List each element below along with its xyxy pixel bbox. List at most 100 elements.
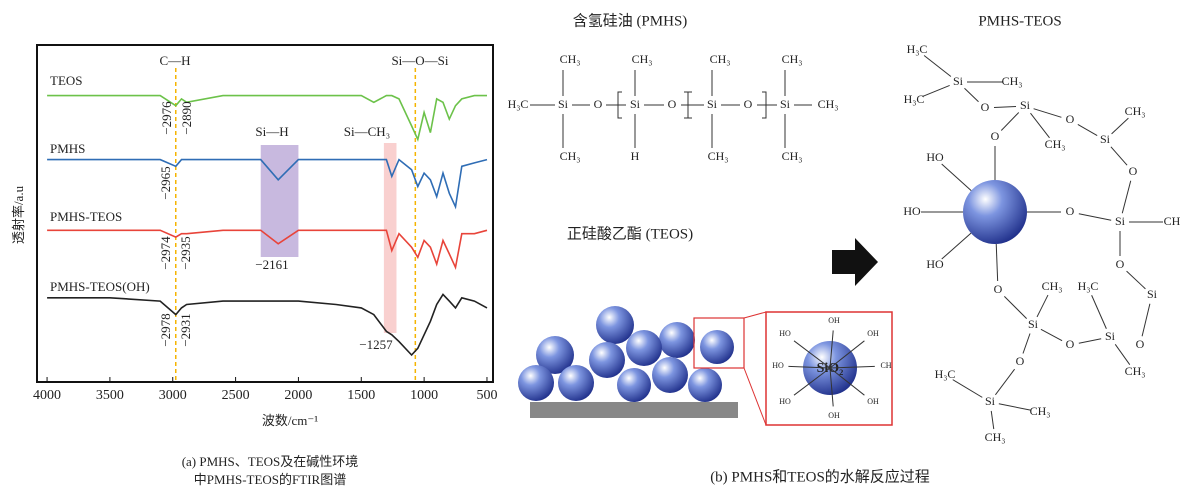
- atom: O: [994, 282, 1003, 296]
- x-tick-label: 2000: [284, 388, 312, 403]
- bond: [995, 369, 1014, 395]
- atom: Si: [1105, 329, 1116, 343]
- annotation: −2978: [158, 313, 173, 346]
- x-axis-title: 波数/cm⁻¹: [262, 413, 318, 428]
- bond: [924, 56, 951, 77]
- atom: Si: [707, 97, 718, 111]
- atom: O: [981, 100, 990, 114]
- atom: H₃C: [904, 92, 925, 106]
- annotation: −2965: [158, 166, 173, 199]
- atom: CH: [1164, 214, 1181, 228]
- atom: O: [1066, 337, 1075, 351]
- bond: [953, 380, 983, 398]
- bond: [1127, 271, 1146, 289]
- bond: [999, 404, 1031, 410]
- bond: [1030, 113, 1049, 138]
- atom: Si: [780, 97, 791, 111]
- bond: [1112, 118, 1129, 134]
- group: OH: [828, 316, 840, 325]
- bond: [1111, 147, 1127, 165]
- atom: Si: [953, 74, 964, 88]
- group: OH: [828, 411, 840, 420]
- caption-b: (b) PMHS和TEOS的水解反应过程: [710, 467, 930, 485]
- bond: [964, 88, 978, 102]
- annotation: −2161: [255, 257, 288, 272]
- annotation: −2935: [178, 236, 193, 269]
- atom: Si: [1100, 132, 1111, 146]
- atom: CH₃: [1030, 404, 1051, 418]
- x-tick-label: 1000: [410, 388, 438, 403]
- series-label: PMHS-TEOS(OH): [50, 279, 150, 294]
- bond: [1023, 333, 1030, 353]
- group: HO: [779, 329, 791, 338]
- annotation: Si—CH₃: [344, 124, 390, 139]
- atom: O: [668, 97, 677, 111]
- bond: [942, 233, 971, 259]
- atom: O: [1129, 164, 1138, 178]
- annotation: C—H: [159, 53, 190, 68]
- bond: [1079, 339, 1101, 343]
- atom: CH₃: [710, 52, 731, 66]
- group: OH: [867, 397, 879, 406]
- group: OH: [867, 329, 879, 338]
- bond: [991, 411, 994, 429]
- bond: [1001, 112, 1018, 130]
- bond: [922, 85, 949, 96]
- atom: HO: [903, 204, 921, 218]
- atom: Si: [985, 394, 996, 408]
- atom: CH₃: [560, 52, 581, 66]
- x-tick-label: 3500: [96, 388, 124, 403]
- atom: CH₃: [1042, 279, 1063, 293]
- caption-a: 中PMHS-TEOS的FTIR图谱: [194, 472, 346, 487]
- bond: [1079, 214, 1111, 220]
- annotation: Si—O—Si: [391, 53, 448, 68]
- atom: CH₃: [1045, 137, 1066, 151]
- atom: Si: [558, 97, 569, 111]
- x-tick-label: 4000: [33, 388, 61, 403]
- bond: [1041, 329, 1062, 340]
- bond: [942, 164, 972, 191]
- atom: Si: [630, 97, 641, 111]
- y-axis-title: 透射率/a.u: [11, 185, 26, 244]
- series-label: TEOS: [50, 73, 83, 88]
- annotation: −2931: [178, 313, 193, 346]
- group: HO: [779, 397, 791, 406]
- pmhs-title: 含氢硅油 (PMHS): [573, 12, 688, 29]
- bond: [1078, 124, 1097, 135]
- atom: Si: [1028, 317, 1039, 331]
- group: CH: [880, 361, 891, 370]
- x-tick-label: 500: [476, 388, 497, 403]
- bond: [996, 244, 997, 281]
- bond: [1122, 181, 1130, 214]
- atom: O: [991, 129, 1000, 143]
- bond: [1004, 296, 1026, 318]
- bond: [1092, 295, 1107, 329]
- atom: CH₃: [985, 430, 1006, 444]
- atom: H₃C: [935, 367, 956, 381]
- annotation: −2976: [159, 101, 174, 135]
- annotation: −1257: [359, 337, 393, 352]
- atom: Si: [1020, 98, 1031, 112]
- atom: CH₃: [1125, 364, 1146, 378]
- bond: [1142, 304, 1150, 336]
- atom: H₃C: [508, 97, 529, 111]
- annotation: −2890: [179, 101, 194, 134]
- bond: [994, 106, 1016, 107]
- bond: [1115, 344, 1130, 364]
- atom: H: [631, 149, 640, 163]
- atom: CH₃: [560, 149, 581, 163]
- annotation: −2974: [158, 236, 173, 270]
- series-label: PMHS-TEOS: [50, 209, 122, 224]
- bond: [1037, 295, 1048, 317]
- x-tick-label: 1500: [347, 388, 375, 403]
- atom: O: [1116, 257, 1125, 271]
- bond: [1034, 109, 1062, 118]
- atom: CH₃: [632, 52, 653, 66]
- atom: O: [1066, 112, 1075, 126]
- atom: O: [744, 97, 753, 111]
- caption-a: (a) PMHS、TEOS及在碱性环境: [182, 454, 359, 469]
- highlight-band: [261, 145, 299, 257]
- teos-title: 正硅酸乙酯 (TEOS): [567, 225, 693, 242]
